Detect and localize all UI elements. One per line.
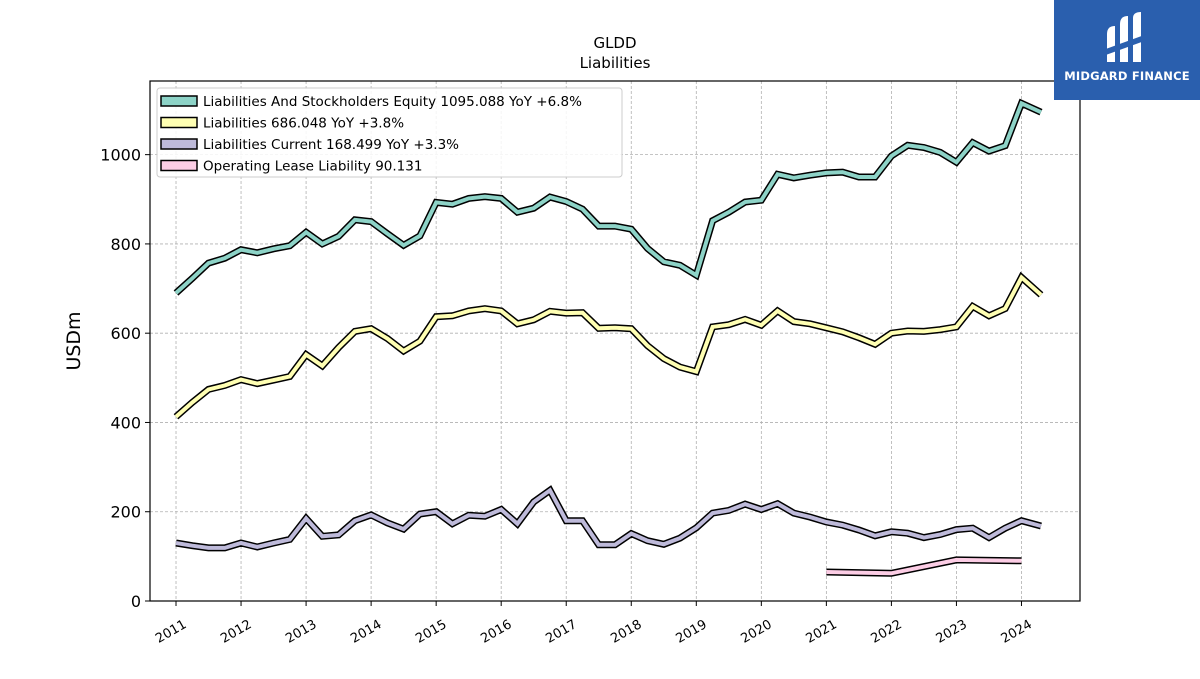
legend-label: Liabilities And Stockholders Equity 1095…: [203, 94, 582, 110]
series-line-0: [174, 100, 1042, 295]
legend-label: Liabilities Current 168.499 YoY +3.3%: [203, 137, 459, 153]
legend-box: [156, 87, 623, 178]
legend: Liabilities And Stockholders Equity 1095…: [156, 87, 623, 178]
y-tick-label: 600: [110, 324, 141, 343]
y-tick-label: 1000: [100, 146, 141, 165]
legend-label: Liabilities 686.048 YoY +3.8%: [203, 116, 404, 132]
chart-subtitle: Liabilities: [580, 54, 651, 72]
series-layer: [173, 98, 1044, 577]
watermark-logo: MIDGARD FINANCE: [1054, 0, 1200, 100]
y-tick-label: 800: [110, 235, 141, 254]
plot-frame: [149, 80, 1081, 602]
y-tick-label: 400: [110, 413, 141, 432]
logo-mark-icon: [1103, 12, 1147, 62]
legend-swatch: [160, 159, 198, 172]
legend-swatch: [160, 95, 198, 107]
legend-swatch: [160, 138, 198, 150]
series-line-1: [174, 274, 1043, 419]
logo-text: MIDGARD FINANCE: [1064, 69, 1190, 83]
chart-title: GLDD: [593, 34, 636, 52]
legend-swatch: [160, 116, 198, 129]
y-tick-label: 0: [131, 592, 141, 611]
y-tick-label: 200: [110, 503, 141, 522]
legend-label: Operating Lease Liability 90.131: [203, 159, 422, 175]
y-axis-label: USDm: [63, 311, 85, 370]
series-line-2: [175, 487, 1042, 550]
series-line-3: [826, 557, 1022, 576]
